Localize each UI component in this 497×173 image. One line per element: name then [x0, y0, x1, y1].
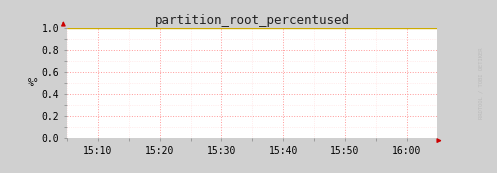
Title: partition_root_percentused: partition_root_percentused [155, 13, 350, 26]
Y-axis label: %°: %° [28, 78, 39, 88]
Text: RRDTOOL / TOBI OETIKER: RRDTOOL / TOBI OETIKER [479, 47, 484, 119]
